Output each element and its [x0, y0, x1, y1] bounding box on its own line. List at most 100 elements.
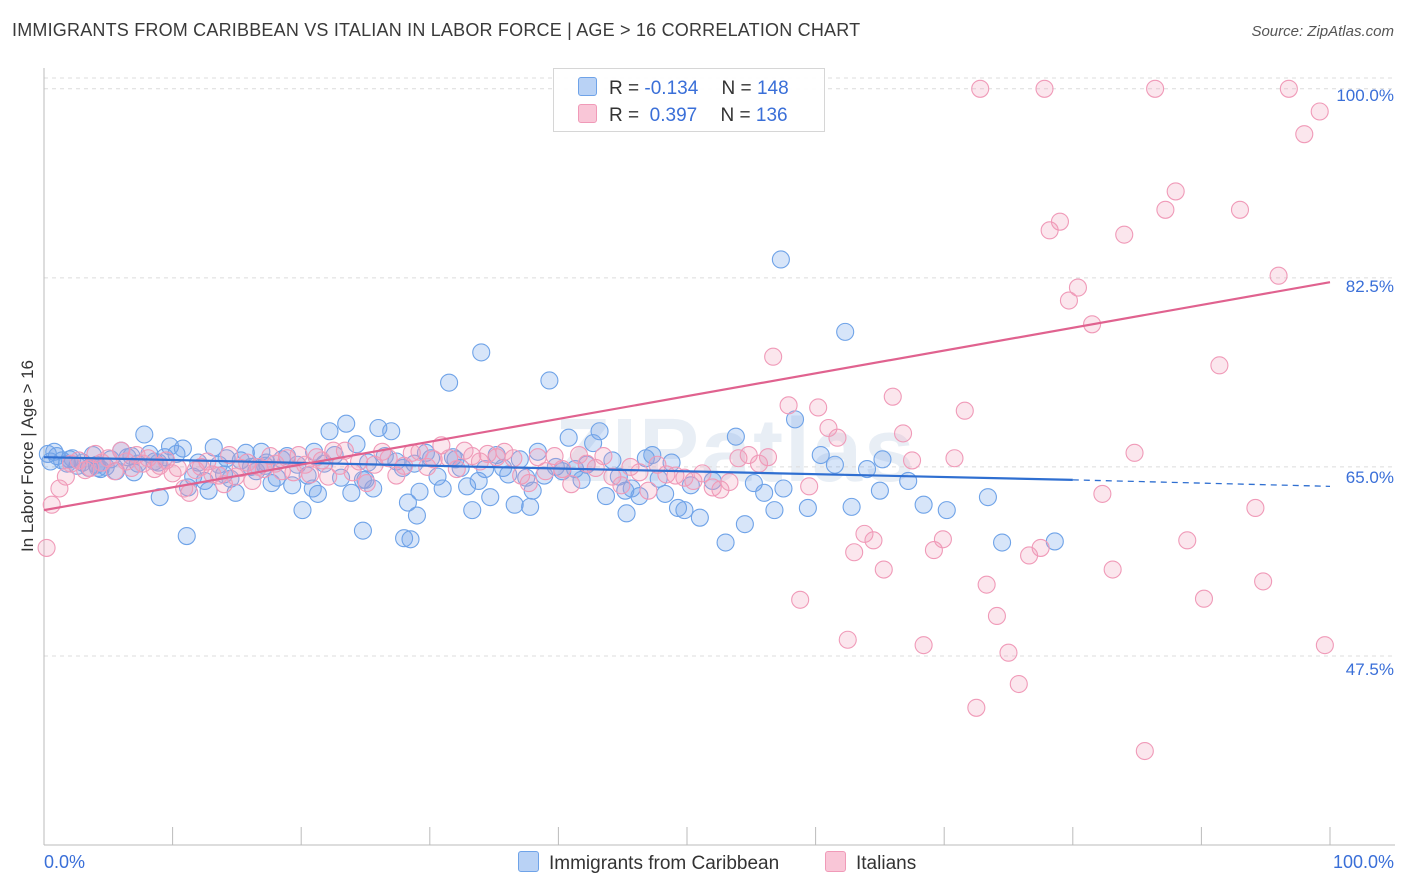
- point-caribbean: [899, 471, 918, 490]
- point-caribbean: [410, 482, 429, 501]
- y-tick-label-65: 65.0%: [1345, 468, 1394, 487]
- point-italians: [945, 449, 964, 468]
- point-caribbean: [262, 474, 281, 493]
- point-caribbean: [337, 414, 356, 433]
- trend-line-caribbean: [43, 456, 1073, 481]
- point-italians: [1068, 278, 1087, 297]
- point-italians: [1059, 291, 1078, 310]
- point-italians: [1009, 674, 1028, 694]
- bottom-legend-italians: Italians: [825, 851, 916, 875]
- trend-line-italians: [43, 281, 1331, 512]
- point-caribbean: [320, 422, 339, 441]
- point-italians: [630, 463, 649, 482]
- point-caribbean: [540, 371, 559, 390]
- x-tick-label-max: 100.0%: [1332, 852, 1394, 872]
- point-caribbean: [914, 495, 933, 514]
- point-italians: [495, 442, 514, 461]
- point-caribbean: [177, 526, 196, 546]
- point-italians: [1035, 79, 1054, 98]
- point-caribbean: [433, 479, 452, 498]
- point-italians: [902, 451, 922, 470]
- point-caribbean: [308, 484, 327, 503]
- point-caribbean: [407, 506, 426, 525]
- point-caribbean: [252, 442, 271, 461]
- point-caribbean: [590, 422, 609, 441]
- point-caribbean: [472, 343, 491, 362]
- point-italians: [987, 606, 1006, 626]
- point-caribbean: [993, 533, 1012, 552]
- point-italians: [1279, 79, 1298, 98]
- point-italians: [1310, 102, 1329, 121]
- point-caribbean: [382, 422, 401, 441]
- point-italians: [720, 472, 739, 492]
- point-caribbean: [825, 455, 844, 474]
- point-italians: [999, 643, 1018, 662]
- point-caribbean: [559, 428, 578, 447]
- point-italians: [504, 449, 523, 468]
- point-caribbean: [675, 501, 694, 520]
- point-italians: [424, 450, 443, 469]
- legend-swatch-pink: [578, 104, 597, 123]
- point-caribbean: [656, 484, 675, 503]
- point-caribbean: [469, 471, 488, 490]
- point-italians: [168, 458, 187, 478]
- point-italians: [350, 452, 369, 471]
- point-caribbean: [630, 487, 649, 506]
- data-points: [37, 79, 1334, 761]
- point-italians: [693, 464, 712, 483]
- point-caribbean: [643, 445, 662, 465]
- point-italians: [612, 476, 631, 495]
- point-caribbean: [505, 495, 524, 514]
- point-caribbean: [342, 483, 361, 502]
- legend-row-caribbean: R = -0.134 N = 148: [578, 77, 789, 99]
- point-italians: [50, 479, 69, 498]
- point-italians: [163, 464, 182, 483]
- point-caribbean: [303, 479, 322, 498]
- point-italians: [1254, 572, 1273, 591]
- point-italians: [933, 530, 952, 549]
- point-italians: [1146, 79, 1165, 98]
- point-italians: [1269, 266, 1288, 285]
- point-italians: [1093, 484, 1112, 503]
- point-italians: [779, 396, 798, 415]
- point-italians: [1230, 200, 1250, 219]
- point-caribbean: [774, 479, 793, 498]
- point-caribbean: [798, 498, 817, 518]
- point-caribbean: [617, 504, 636, 523]
- point-italians: [1315, 636, 1334, 655]
- point-caribbean: [499, 465, 518, 484]
- point-italians: [1210, 356, 1229, 375]
- point-italians: [639, 481, 658, 500]
- point-caribbean: [481, 488, 500, 507]
- point-italians: [594, 447, 613, 466]
- legend-row-italians: R = 0.397 N = 136: [578, 104, 788, 126]
- point-caribbean: [755, 483, 774, 502]
- point-italians: [729, 449, 748, 468]
- point-caribbean: [440, 373, 459, 392]
- stats-legend: R = -0.134 N = 148 R = 0.397 N = 136: [553, 68, 825, 132]
- trend-line-caribbean-extension: [1072, 479, 1331, 487]
- legend-n-label: N =: [720, 105, 751, 126]
- point-italians: [1178, 531, 1197, 550]
- point-italians: [1156, 200, 1175, 219]
- point-italians: [519, 474, 538, 493]
- point-caribbean: [521, 497, 540, 516]
- point-italians: [791, 590, 810, 609]
- trend-lines: [43, 281, 1331, 512]
- point-caribbean: [716, 533, 735, 552]
- point-italians: [577, 454, 596, 473]
- point-italians: [977, 575, 996, 594]
- point-caribbean: [458, 477, 477, 496]
- point-italians: [758, 448, 778, 467]
- point-caribbean: [765, 501, 784, 520]
- point-italians: [1166, 182, 1185, 201]
- point-italians: [1135, 741, 1154, 761]
- legend-r-label: R =: [609, 105, 640, 126]
- point-italians: [845, 543, 864, 562]
- point-italians: [536, 462, 555, 481]
- point-caribbean: [135, 425, 154, 444]
- point-caribbean: [873, 450, 892, 469]
- point-caribbean: [937, 501, 956, 520]
- point-caribbean: [842, 497, 861, 516]
